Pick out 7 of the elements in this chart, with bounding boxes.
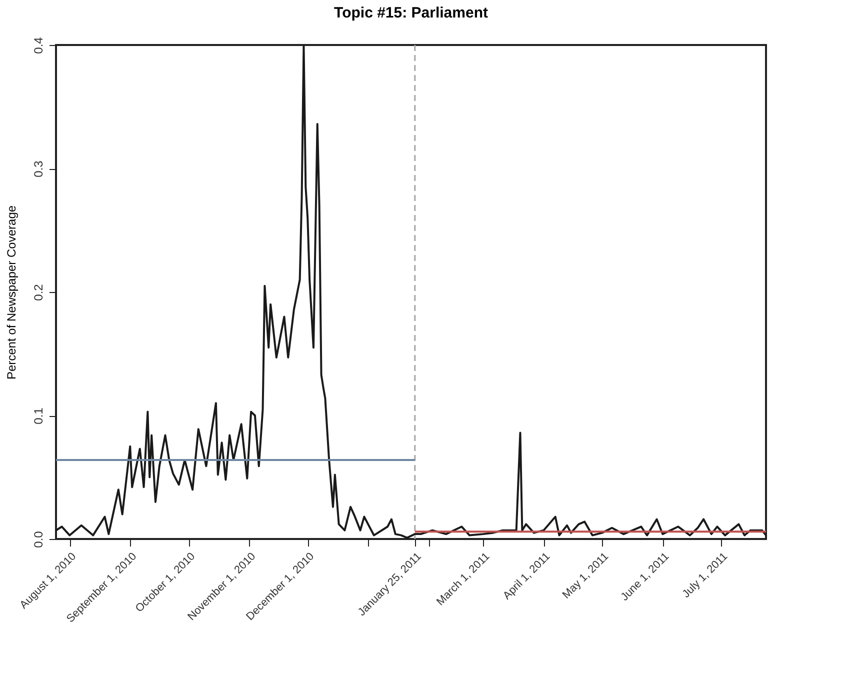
y-tick-label: 0.4 bbox=[32, 36, 46, 54]
y-tick-label: 0.1 bbox=[32, 407, 46, 424]
y-tick-label: 0.3 bbox=[32, 160, 46, 178]
y-tick-label: 0.0 bbox=[32, 530, 46, 548]
chart-title: Topic #15: Parliament bbox=[334, 4, 488, 22]
y-tick-label: 0.2 bbox=[32, 284, 46, 301]
y-axis-title: Percent of Newspaper Coverage bbox=[4, 205, 18, 380]
